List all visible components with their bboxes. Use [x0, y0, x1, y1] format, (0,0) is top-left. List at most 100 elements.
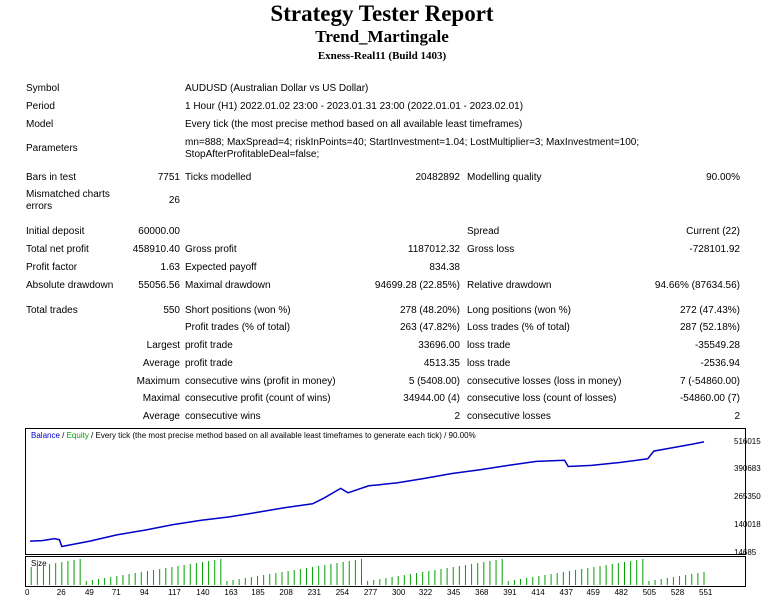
ticks-label: Ticks modelled [185, 172, 252, 183]
avg-losses-value: 2 [734, 411, 740, 422]
mismatch-label-1: Mismatched charts [26, 189, 110, 200]
y-tick-label: 14685 [734, 548, 757, 557]
x-tick-label: 551 [699, 588, 713, 597]
size-chart: Size [25, 556, 746, 587]
x-tick-label: 437 [559, 588, 573, 597]
spread-value: Current (22) [686, 226, 740, 237]
average-profit-value: 4513.35 [423, 358, 460, 369]
net-profit-value: 458910.40 [132, 244, 180, 255]
average-profit-label: profit trade [185, 358, 233, 369]
loss-trades-label: Loss trades (% of total) [467, 322, 570, 333]
model-value: Every tick (the most precise method base… [185, 119, 523, 130]
x-tick-label: 117 [168, 588, 181, 597]
absolute-drawdown-label: Absolute drawdown [26, 280, 114, 291]
total-trades-value: 550 [163, 305, 180, 316]
max-losses-value: 7 (-54860.00) [679, 376, 740, 387]
x-tick-label: 94 [139, 588, 149, 597]
parameters-line-1: mn=888; MaxSpread=4; riskInPoints=40; St… [185, 137, 640, 148]
expert-name: Trend_Martingale [315, 27, 449, 46]
model-label: Model [26, 119, 54, 130]
x-tick-label: 71 [111, 588, 121, 597]
average-loss-label: loss trade [467, 358, 511, 369]
spread-label: Spread [467, 226, 500, 237]
legend-balance: Balance [31, 431, 60, 440]
period-label: Period [26, 101, 55, 112]
balance-chart: Balance / Equity / Every tick (the most … [25, 428, 761, 557]
legend-equity: Equity [66, 431, 89, 440]
y-tick-label: 265350 [734, 492, 761, 501]
net-profit-label: Total net profit [26, 244, 89, 255]
bars-label: Bars in test [26, 172, 77, 183]
x-tick-label: 368 [475, 588, 489, 597]
symbol-value: AUDUSD (Australian Dollar vs US Dollar) [185, 83, 369, 94]
absolute-drawdown-value: 55056.56 [138, 280, 180, 291]
average-label: Average [142, 358, 180, 369]
largest-loss-value: -35549.28 [694, 340, 740, 351]
x-tick-label: 26 [56, 588, 66, 597]
x-tick-label: 300 [391, 588, 406, 597]
profit-factor-value: 1.63 [160, 262, 180, 273]
maximal-profit-value: 34944.00 (4) [403, 393, 460, 404]
largest-profit-value: 33696.00 [418, 340, 460, 351]
maximal-label: Maximal [142, 393, 180, 404]
x-tick-label: 505 [642, 588, 657, 597]
size-label: Size [31, 559, 47, 568]
x-tick-label: 163 [224, 588, 238, 597]
report-title: Strategy Tester Report [270, 1, 494, 26]
x-tick-label: 414 [531, 588, 545, 597]
maximal-drawdown-value: 94699.28 (22.85%) [374, 280, 460, 291]
maximal-loss-label: consecutive loss (count of losses) [467, 393, 617, 404]
deposit-label: Initial deposit [26, 226, 85, 237]
quality-value: 90.00% [706, 172, 740, 183]
x-tick-label: 322 [418, 588, 433, 597]
balance-line [29, 441, 705, 548]
expected-payoff-label: Expected payoff [185, 262, 257, 273]
mismatch-label-2: errors [26, 201, 53, 212]
x-tick-label: 482 [614, 588, 628, 597]
x-tick-label: 0 [25, 588, 30, 597]
bars-value: 7751 [157, 172, 180, 183]
quality-label: Modelling quality [467, 172, 542, 183]
largest-label: Largest [146, 340, 180, 351]
mismatch-value: 26 [168, 195, 180, 206]
y-tick-label: 516015 [734, 437, 761, 446]
total-trades-label: Total trades [26, 305, 78, 316]
profit-trades-value: 263 (47.82%) [399, 322, 460, 333]
x-tick-label: 140 [196, 588, 210, 597]
parameters-line-2: StopAfterProfitableDeal=false; [185, 149, 320, 160]
deposit-value: 60000.00 [138, 226, 180, 237]
x-tick-label: 231 [307, 588, 321, 597]
profit-factor-label: Profit factor [26, 262, 78, 273]
maximal-profit-label: consecutive profit (count of wins) [185, 393, 331, 404]
avg-wins-label: consecutive wins [185, 411, 261, 422]
relative-drawdown-label: Relative drawdown [467, 280, 552, 291]
relative-drawdown-value: 94.66% (87634.56) [654, 280, 740, 291]
max-wins-label: consecutive wins (profit in money) [185, 376, 336, 387]
avg-losses-label: consecutive losses [467, 411, 551, 422]
profit-trades-label: Profit trades (% of total) [185, 322, 291, 333]
largest-profit-label: profit trade [185, 340, 233, 351]
long-positions-value: 272 (47.43%) [679, 305, 740, 316]
maximal-loss-value: -54860.00 (7) [679, 393, 740, 404]
average2-label: Average [142, 411, 180, 422]
max-losses-label: consecutive losses (loss in money) [467, 376, 622, 387]
x-tick-label: 254 [335, 588, 350, 597]
maximal-drawdown-label: Maximal drawdown [185, 280, 271, 291]
parameters-label: Parameters [26, 143, 78, 154]
average-loss-value: -2536.94 [700, 358, 740, 369]
largest-loss-label: loss trade [467, 340, 511, 351]
x-tick-label: 459 [586, 588, 600, 597]
short-positions-value: 278 (48.20%) [399, 305, 460, 316]
long-positions-label: Long positions (won %) [467, 305, 571, 316]
x-tick-label: 528 [670, 588, 685, 597]
x-tick-label: 345 [447, 588, 461, 597]
short-positions-label: Short positions (won %) [185, 305, 291, 316]
y-tick-label: 390683 [734, 464, 761, 473]
size-plot [30, 559, 705, 585]
x-tick-label: 49 [84, 588, 94, 597]
server-name: Exness-Real11 (Build 1403) [317, 50, 447, 62]
gross-profit-value: 1187012.32 [407, 244, 460, 255]
period-value: 1 Hour (H1) 2022.01.02 23:00 - 2023.01.3… [185, 101, 524, 112]
chart-legend: Balance / Equity / Every tick (the most … [31, 431, 476, 440]
max-wins-value: 5 (5408.00) [408, 376, 460, 387]
